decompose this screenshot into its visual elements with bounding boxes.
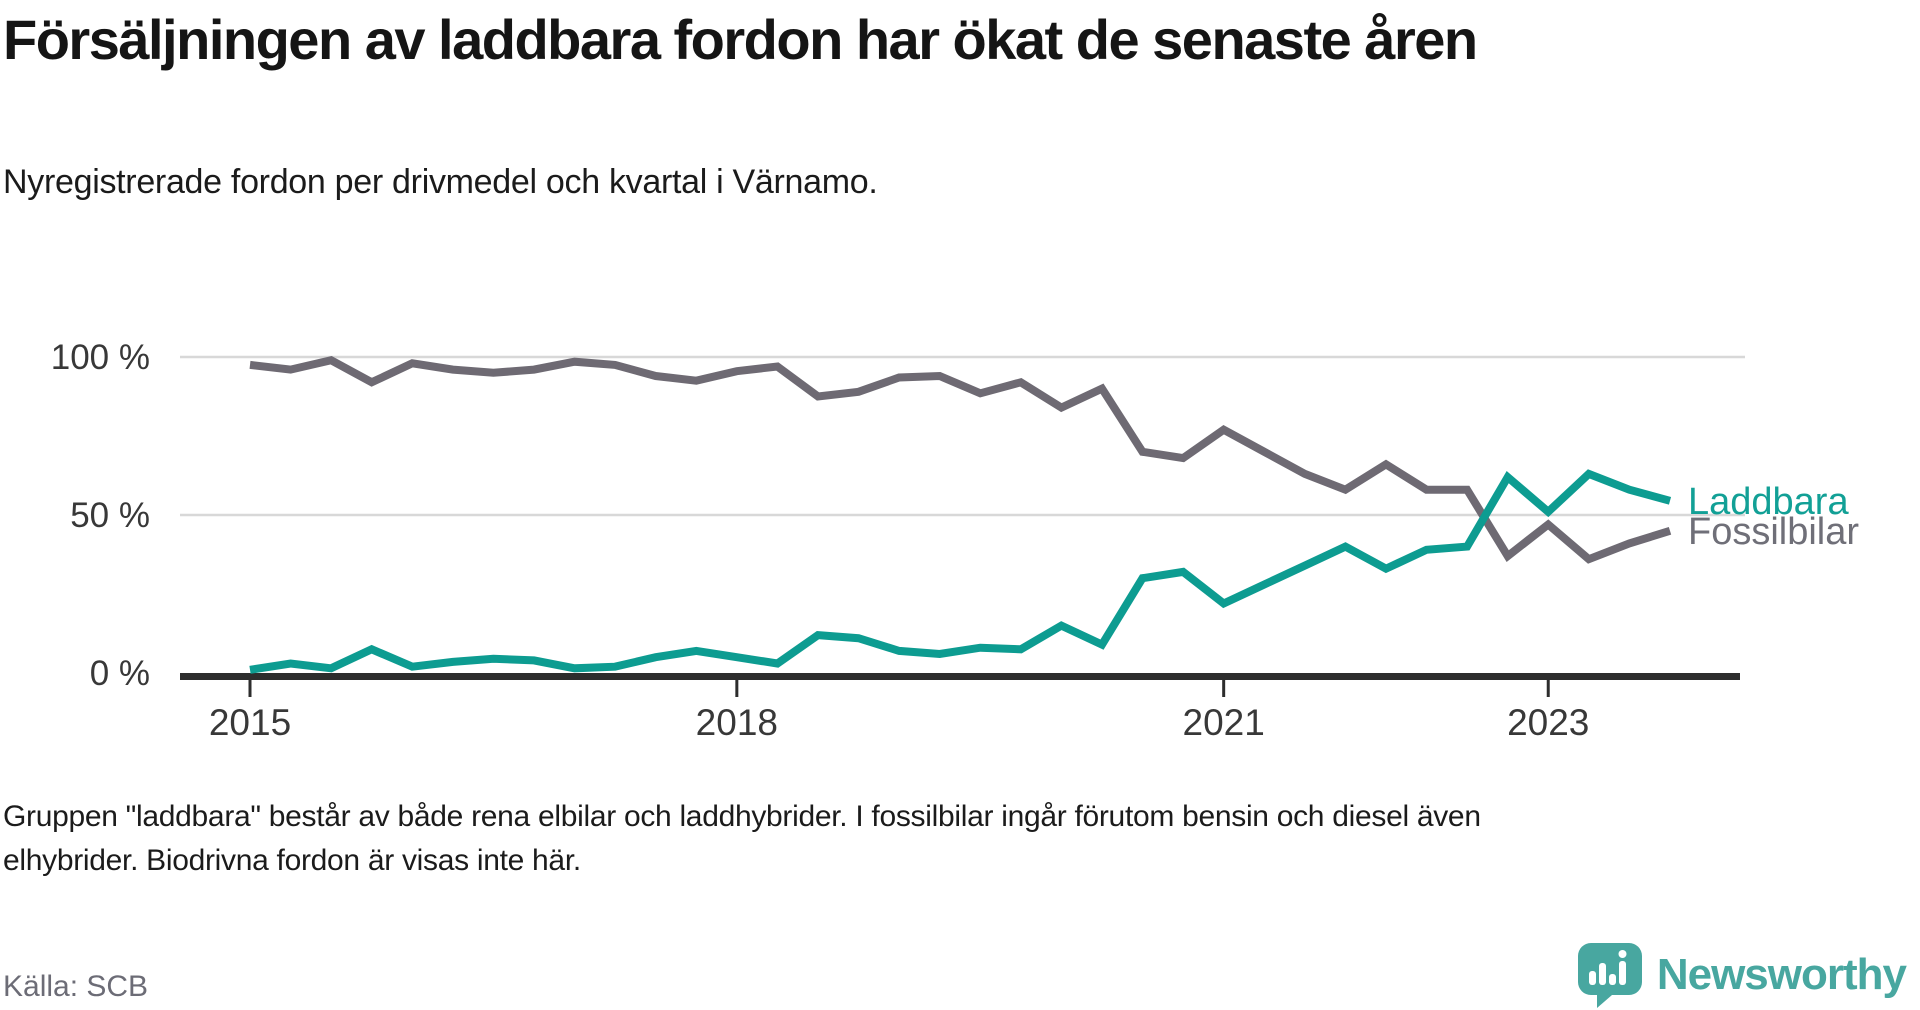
series-line-fossilbilar [249, 355, 1672, 564]
gridlines [180, 355, 1745, 517]
y-tick-label: 100 % [51, 338, 150, 377]
y-axis-labels: 100 % 50 % 0 % [51, 338, 150, 693]
y-tick-label: 0 % [90, 654, 150, 693]
x-axis-labels: 2015 2018 2021 2023 [209, 702, 1590, 743]
exclamation-bar [1618, 961, 1626, 985]
x-tick-label: 2018 [696, 702, 778, 743]
bar-3 [1608, 974, 1616, 985]
newsworthy-speech-bubble-bars-icon [1577, 943, 1642, 1008]
series-label-fossilbilar: Fossilbilar [1688, 511, 1859, 553]
x-tick-label: 2023 [1507, 702, 1589, 743]
source-label: Källa: SCB [3, 970, 149, 1003]
series-line-laddbara [249, 469, 1672, 674]
exclamation-dot [1618, 950, 1627, 958]
y-tick-label: 50 % [70, 496, 150, 535]
bar-2 [1598, 963, 1606, 985]
x-tick-label: 2015 [209, 702, 291, 743]
series-lines [249, 355, 1672, 674]
x-axis-tick-marks [248, 680, 1550, 697]
newsworthy-logo: Newsworthy [1577, 942, 1907, 1008]
series-label-laddbara: Laddbara [1688, 481, 1849, 523]
x-tick-label: 2021 [1183, 702, 1265, 743]
newsworthy-logo-text: Newsworthy [1656, 950, 1907, 999]
footnote: Gruppen "laddbara" består av både rena e… [3, 800, 1481, 877]
chart-title: Försäljningen av laddbara fordon har öka… [3, 8, 1478, 71]
bar-1 [1588, 971, 1596, 985]
chart-subtitle: Nyregistrerade fordon per drivmedel och … [3, 163, 878, 201]
